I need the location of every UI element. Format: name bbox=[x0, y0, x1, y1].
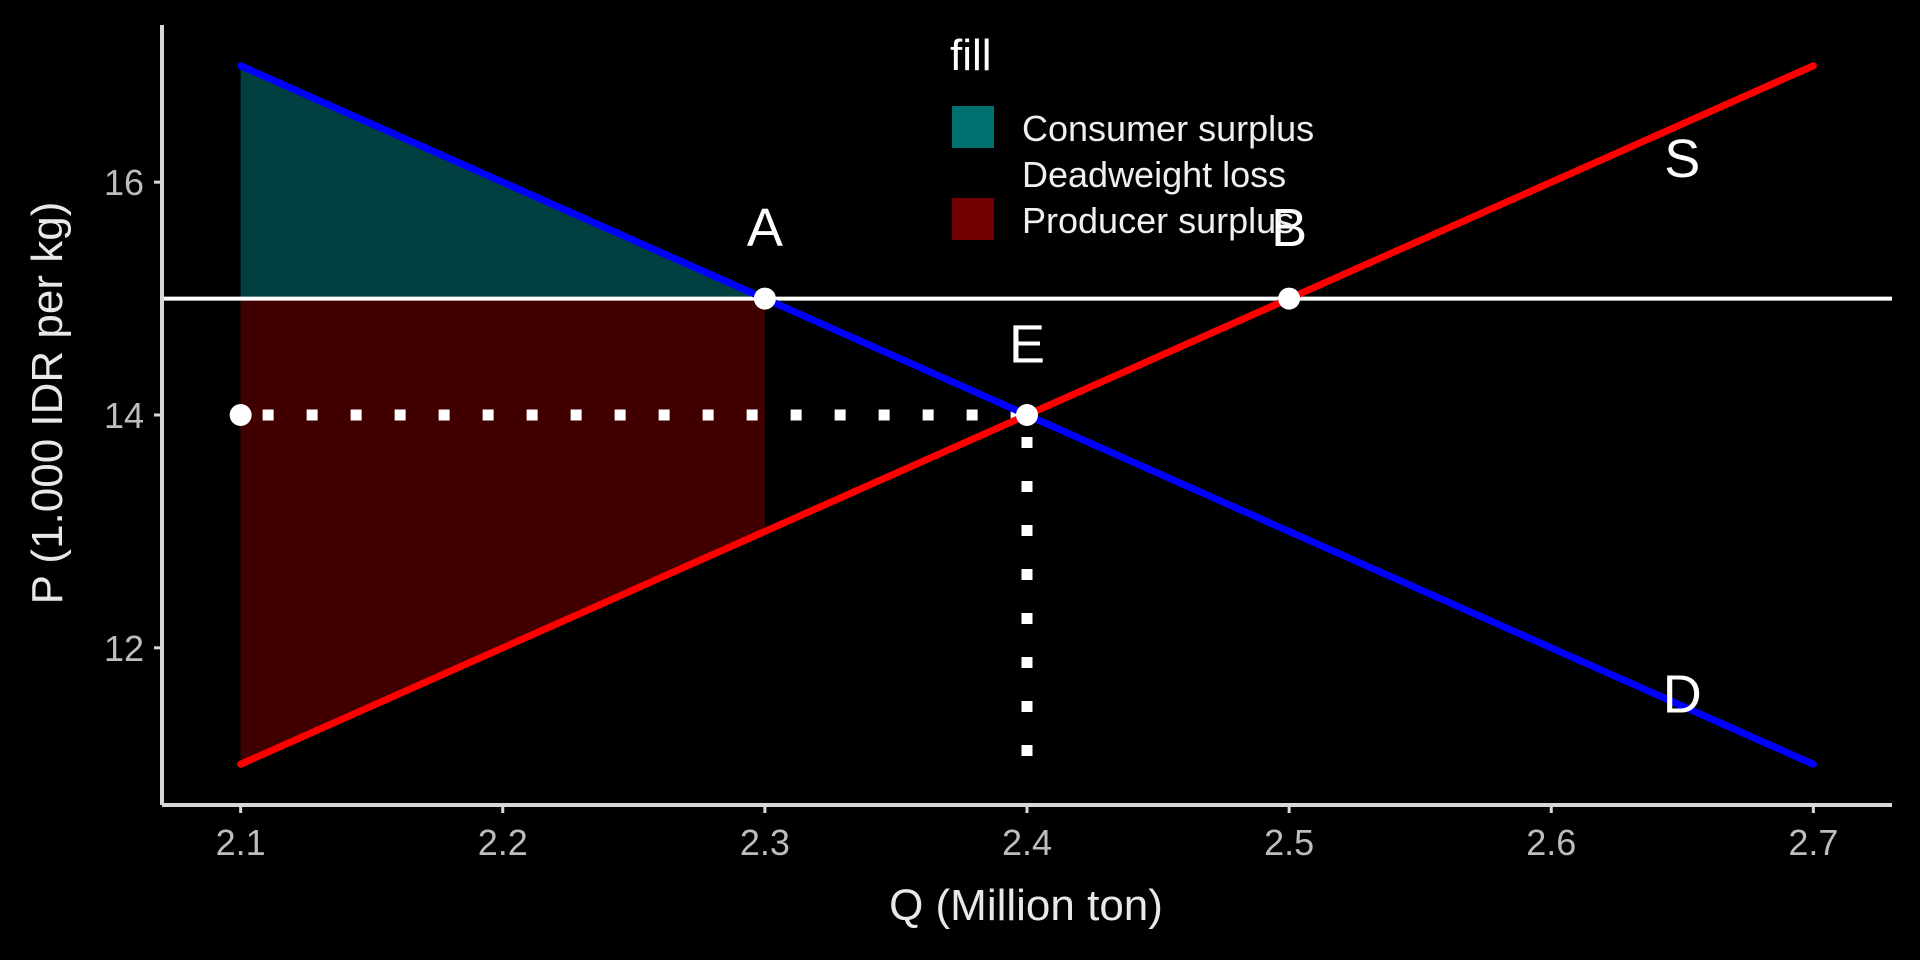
area-deadweight-loss bbox=[764, 298, 1027, 532]
point-e bbox=[1016, 404, 1038, 426]
x-tick-label: 2.2 bbox=[478, 822, 528, 863]
legend-label-consumer-surplus: Consumer surplus bbox=[1022, 108, 1314, 149]
tick-labels: 2.1 2.2 2.3 2.4 2.5 2.6 2.7 12 14 16 bbox=[104, 162, 1838, 863]
point-label-a: A bbox=[747, 198, 783, 258]
legend: fill Consumer surplus Deadweight loss Pr… bbox=[950, 31, 1314, 241]
curve-label-s: S bbox=[1664, 129, 1700, 189]
x-tick-label: 2.5 bbox=[1264, 822, 1314, 863]
curve-label-d: D bbox=[1663, 664, 1702, 724]
legend-key-deadweight-loss bbox=[952, 152, 994, 194]
point-b bbox=[1278, 287, 1301, 310]
area-producer-surplus bbox=[240, 298, 765, 765]
legend-key-producer-surplus bbox=[952, 198, 994, 240]
x-axis-title: Q (Million ton) bbox=[889, 881, 1163, 930]
point-a bbox=[753, 287, 776, 310]
y-axis-title: P (1.000 IDR per kg) bbox=[23, 202, 72, 605]
point-price-axis bbox=[229, 404, 252, 426]
points: A B E S D bbox=[229, 129, 1702, 724]
x-tick-label: 2.4 bbox=[1002, 822, 1052, 863]
x-tick-label: 2.3 bbox=[740, 822, 790, 863]
x-tick-label: 2.1 bbox=[216, 822, 266, 863]
point-label-e: E bbox=[1009, 315, 1045, 375]
x-tick-label: 2.6 bbox=[1526, 822, 1576, 863]
dotted-guides bbox=[240, 409, 1033, 765]
point-label-b: B bbox=[1271, 198, 1307, 258]
legend-label-producer-surplus: Producer surplus bbox=[1022, 200, 1294, 241]
x-tick-label: 2.7 bbox=[1788, 822, 1838, 863]
y-tick-label: 16 bbox=[104, 162, 144, 203]
legend-title: fill bbox=[950, 31, 992, 80]
y-tick-label: 14 bbox=[104, 395, 144, 436]
y-tick-label: 12 bbox=[104, 628, 144, 669]
legend-label-deadweight-loss: Deadweight loss bbox=[1022, 154, 1286, 195]
legend-key-consumer-surplus bbox=[952, 106, 994, 148]
